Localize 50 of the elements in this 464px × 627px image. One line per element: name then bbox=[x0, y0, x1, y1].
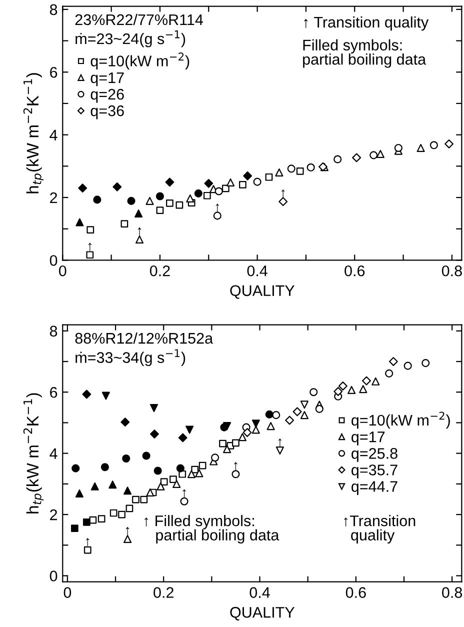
annotation: ↑ bbox=[278, 438, 282, 447]
legend-label: q=17 bbox=[90, 72, 124, 86]
y-tick-label: 2 bbox=[50, 192, 58, 204]
x-tick-label: 0.2 bbox=[150, 265, 170, 276]
x-tick-label: 0.4 bbox=[247, 265, 268, 276]
x-tick-label: 0.8 bbox=[442, 587, 462, 598]
x-tick-label: 0 bbox=[64, 587, 72, 598]
y-axis-title: h$_{tp}$(kW m$^{−2}$K$^{−1}$) bbox=[23, 393, 44, 514]
annotation: ↑Transition quality bbox=[344, 515, 416, 544]
chart-title: 88%R12/12%R152a bbox=[75, 332, 214, 344]
legend-label: q=26 bbox=[90, 88, 124, 103]
x-tick-label: 0.2 bbox=[154, 587, 174, 598]
y-axis-title: h$_{tp}$(kW m$^{−2}$K$^{−1}$) bbox=[23, 73, 44, 194]
annotation: ↑ bbox=[216, 204, 220, 212]
y-tick-label: 0 bbox=[50, 570, 58, 582]
annotation: ↑ bbox=[138, 227, 142, 236]
y-tick-label: 6 bbox=[50, 66, 58, 78]
annotation: ↑ bbox=[86, 538, 90, 546]
annotation: ↑ Transition quality bbox=[304, 16, 429, 31]
legend-label: q=44.7 bbox=[352, 481, 398, 495]
y-tick-label: 0 bbox=[50, 255, 58, 266]
x-axis-title: QUALITY bbox=[230, 606, 295, 620]
y-tick-label: 4 bbox=[50, 130, 58, 140]
legend-label: q=25.8 bbox=[352, 448, 398, 462]
text: ṁ=33~34(g s$^{−1}$) bbox=[76, 349, 186, 366]
y-tick-label: 8 bbox=[50, 326, 58, 337]
legend-label: q=10(kW m$^{−2}$) bbox=[352, 412, 450, 429]
legend-label: q=35.7 bbox=[352, 464, 398, 478]
legend-label: q=36 bbox=[90, 105, 124, 120]
annotation: ↑ bbox=[88, 242, 92, 252]
x-axis-title: QUALITY bbox=[230, 285, 295, 299]
text: ṁ=23~24(g s$^{−1}$) bbox=[76, 30, 186, 48]
x-tick-label: 0.8 bbox=[442, 265, 462, 276]
x-tick-label: 0.6 bbox=[344, 265, 365, 276]
y-tick-label: 6 bbox=[50, 386, 58, 398]
y-tick-label: 4 bbox=[50, 448, 58, 459]
legend-label: q=17 bbox=[352, 432, 385, 446]
chart-title: 23%R22/77%R114 bbox=[75, 14, 203, 26]
y-tick-label: 8 bbox=[50, 4, 58, 16]
annotation: ↑ bbox=[182, 489, 186, 498]
annotation: ↑ bbox=[281, 190, 285, 198]
x-tick-label: 0 bbox=[58, 265, 66, 276]
x-tick-label: 0.6 bbox=[346, 587, 366, 598]
legend-label: q=10(kW m$^{−2}$) bbox=[90, 52, 190, 70]
annotation: ↑ bbox=[126, 526, 130, 536]
annotation: Filled symbols: partial boiling data bbox=[303, 39, 426, 68]
annotation: ↑ Filled symbols: partial boiling data bbox=[144, 515, 280, 544]
y-tick-label: 2 bbox=[50, 509, 58, 520]
annotation: ↑ bbox=[234, 462, 238, 470]
x-tick-label: 0.4 bbox=[250, 587, 270, 598]
